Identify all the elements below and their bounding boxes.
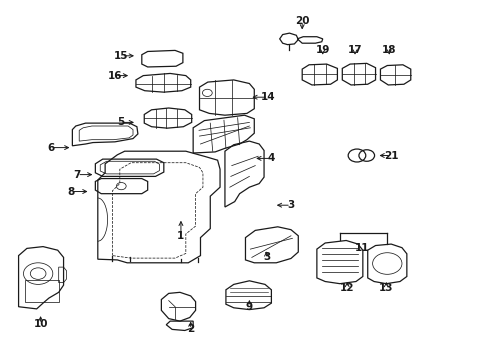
Text: 3: 3 (263, 252, 269, 262)
Text: 3: 3 (287, 200, 294, 210)
Text: 19: 19 (315, 45, 329, 55)
Bar (25, 280, 59, 302)
Text: 14: 14 (260, 92, 275, 102)
Text: 12: 12 (339, 283, 354, 293)
Text: 4: 4 (267, 153, 275, 163)
Text: 2: 2 (187, 324, 194, 334)
Text: 20: 20 (294, 16, 309, 26)
Text: 18: 18 (381, 45, 396, 55)
Text: 16: 16 (107, 71, 122, 81)
Text: 9: 9 (245, 302, 252, 312)
Text: 5: 5 (118, 117, 124, 127)
Text: 15: 15 (114, 51, 128, 61)
Text: 13: 13 (378, 283, 393, 293)
Text: 21: 21 (383, 150, 398, 161)
Text: 11: 11 (354, 243, 368, 253)
Text: 6: 6 (48, 143, 55, 153)
Text: 7: 7 (73, 170, 81, 180)
Text: 8: 8 (67, 186, 74, 197)
Text: 1: 1 (177, 231, 184, 241)
Text: 10: 10 (33, 319, 48, 329)
Text: 17: 17 (347, 45, 362, 55)
